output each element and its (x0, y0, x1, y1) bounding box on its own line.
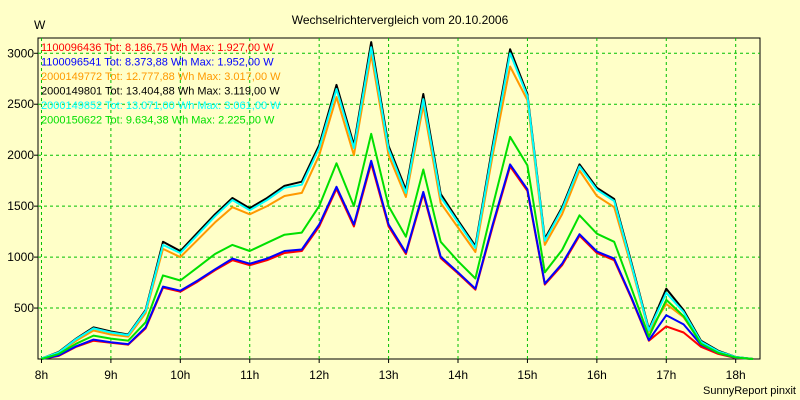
x-tick-label: 18h (726, 368, 746, 382)
x-tick-label: 15h (517, 368, 537, 382)
series-lines (41, 41, 754, 360)
y-tick-label: 2500 (7, 97, 34, 111)
legend-entry-6: 2000150622 Tot: 9.634,38 Wh Max: 2.225,0… (41, 115, 275, 127)
y-tick-label: 1500 (7, 199, 34, 213)
series-line-2 (41, 159, 754, 360)
chart-title: Wechselrichtervergleich vom 20.10.2006 (292, 13, 509, 27)
y-tick-label: 1000 (7, 250, 34, 264)
legend-entry-4: 2000149801 Tot: 13.404,88 Wh Max: 3.119,… (41, 86, 280, 98)
series-line-6 (41, 132, 754, 360)
legend: 1100096436 Tot: 8.186,75 Wh Max: 1.927,0… (41, 42, 281, 127)
legend-entry-5: 2000149852 Tot: 13.071,00 Wh Max: 3.061,… (41, 100, 281, 112)
legend-entry-3: 2000149772 Tot: 12.777,88 Wh Max: 3.017,… (41, 71, 281, 83)
y-axis-ticks: 500 1000 1500 2000 2500 3000 (7, 46, 38, 315)
x-tick-label: 14h (448, 368, 468, 382)
x-tick-label: 10h (170, 368, 190, 382)
y-axis-label: W (34, 18, 46, 32)
x-tick-label: 16h (587, 368, 607, 382)
plot-area (37, 37, 761, 360)
footer-credit: SunnyReport pinxit (703, 385, 796, 397)
x-axis-ticks: 8h 9h 10h 11h 12h 13h 14h 15h 16h 17h 18h (35, 359, 746, 382)
series-line-5 (41, 46, 754, 360)
x-tick-label: 11h (240, 368, 259, 382)
x-tick-label: 9h (104, 368, 117, 382)
legend-entry-1: 1100096436 Tot: 8.186,75 Wh Max: 1.927,0… (41, 42, 274, 54)
y-tick-label: 500 (14, 301, 34, 315)
x-tick-label: 13h (379, 368, 399, 382)
x-tick-label: 17h (656, 368, 676, 382)
y-tick-label: 2000 (7, 148, 34, 162)
y-tick-label: 3000 (7, 46, 34, 60)
x-tick-label: 8h (35, 368, 48, 382)
x-tick-label: 12h (309, 368, 329, 382)
legend-entry-2: 1100096541 Tot: 8.373,88 Wh Max: 1.952,0… (41, 57, 274, 69)
